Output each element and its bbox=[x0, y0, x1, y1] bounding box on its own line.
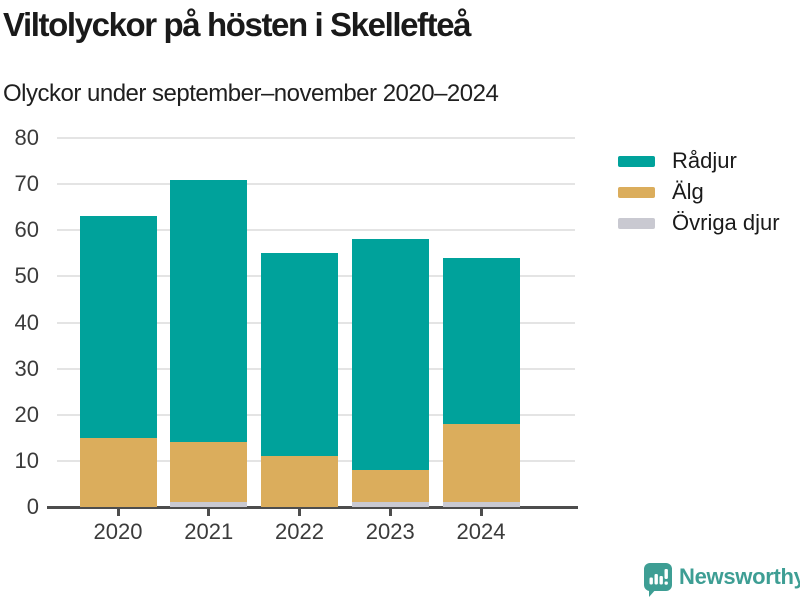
legend-label: Rådjur bbox=[672, 148, 737, 173]
brand-attribution-link[interactable]: Newsworthy bbox=[644, 563, 800, 597]
x-axis-tick-label-2021: 2021 bbox=[184, 519, 234, 544]
legend-swatch-rådjur bbox=[618, 155, 655, 167]
x-axis-tick-2024 bbox=[479, 509, 483, 516]
y-axis-tick-label-30: 30 bbox=[14, 355, 39, 381]
legend-item-rådjur: Rådjur bbox=[618, 148, 737, 173]
bar-segment-rådjur-2020 bbox=[79, 216, 157, 438]
x-axis-tick-label-2023: 2023 bbox=[365, 519, 415, 544]
plot-area: 0 10 20 30 40 50 60 70 80 2020 2021 2022 2023 2024 bbox=[15, 126, 578, 544]
x-axis-tick-2021 bbox=[207, 509, 211, 516]
y-axis-tick-label-20: 20 bbox=[14, 401, 39, 427]
gridline-y-80 bbox=[57, 137, 575, 139]
y-axis-tick-label-60: 60 bbox=[14, 217, 39, 243]
bar-segment-rådjur-2022 bbox=[261, 253, 338, 457]
chart-title: Viltolyckor på hösten i Skellefteå bbox=[3, 6, 472, 43]
newsworthy-logo-icon bbox=[644, 563, 672, 597]
legend-label: Älg bbox=[672, 179, 704, 204]
x-axis-tick-2020 bbox=[116, 509, 120, 516]
bar-segment-älg-2022 bbox=[261, 456, 338, 507]
x-axis-tick-2023 bbox=[388, 509, 392, 516]
y-axis-tick-label-50: 50 bbox=[14, 263, 39, 289]
bar-segment-övriga-djur-2024 bbox=[442, 502, 520, 507]
y-axis-tick-label-40: 40 bbox=[14, 309, 39, 335]
y-axis-tick-label-0: 0 bbox=[26, 494, 39, 519]
bar-segment-älg-2021 bbox=[170, 442, 248, 503]
legend-swatch-älg bbox=[618, 186, 655, 198]
bar-segment-övriga-djur-2023 bbox=[351, 502, 429, 507]
x-axis-line bbox=[47, 506, 578, 509]
y-axis-tick-label-80: 80 bbox=[14, 125, 39, 150]
legend-label: Övriga djur bbox=[672, 210, 780, 235]
bar-segment-rådjur-2023 bbox=[351, 239, 429, 471]
bar-segment-rådjur-2021 bbox=[170, 179, 248, 443]
y-axis-tick-label-70: 70 bbox=[14, 171, 39, 197]
legend-item-älg: Älg bbox=[618, 179, 704, 204]
bar-segment-övriga-djur-2021 bbox=[170, 502, 248, 507]
bar-segment-älg-2020 bbox=[79, 437, 157, 507]
legend-item-övriga-djur: Övriga djur bbox=[618, 210, 780, 235]
bar-segment-älg-2023 bbox=[351, 470, 429, 503]
y-axis-tick-label-10: 10 bbox=[14, 447, 39, 473]
chart-subtitle: Olyckor under september–november 2020–20… bbox=[3, 80, 499, 107]
gridline-y-60 bbox=[57, 229, 575, 232]
bar-segment-älg-2024 bbox=[442, 423, 520, 503]
legend-swatch-övriga-djur bbox=[618, 217, 655, 229]
x-axis-tick-2022 bbox=[298, 509, 301, 516]
gridline-y-70 bbox=[57, 183, 575, 186]
bar-segment-rådjur-2024 bbox=[442, 257, 520, 424]
x-axis-tick-label-2024: 2024 bbox=[456, 519, 506, 544]
x-axis-tick-label-2022: 2022 bbox=[275, 519, 324, 544]
x-axis-tick-label-2020: 2020 bbox=[93, 519, 143, 544]
brand-name: Newsworthy bbox=[679, 564, 800, 589]
